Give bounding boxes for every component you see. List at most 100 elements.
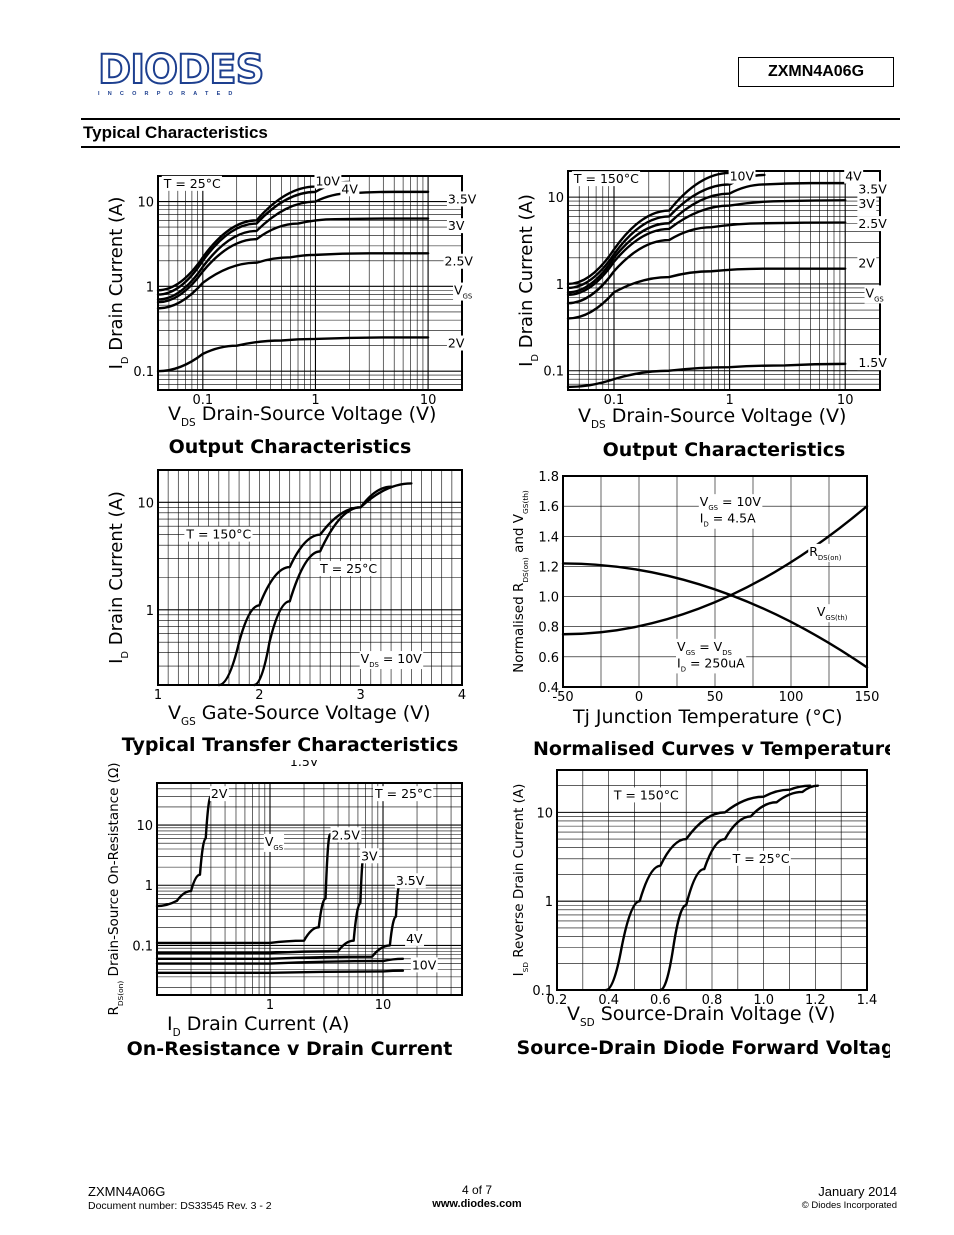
y-tick-label: 1 <box>556 278 564 293</box>
chart-title: On-Resistance v Drain Current <box>127 1038 453 1060</box>
x-tick-label: 1 <box>266 998 274 1013</box>
chart-transfer-characteristics: T = 150°C T = 25°C VDS = 10V 1 2 3 4 1 10 VGS Gat… <box>106 469 466 756</box>
section-rule <box>81 146 900 148</box>
y-tick-label: 1.2 <box>538 560 559 575</box>
y-tick-label: 1.6 <box>538 500 559 515</box>
x-axis-label: VDS Drain-Source Voltage (V) <box>168 403 436 429</box>
series-line <box>155 851 366 955</box>
series-line <box>155 957 405 965</box>
y-tick-label: 1.4 <box>538 530 559 545</box>
chart-title: Output Characteristics <box>603 439 846 461</box>
footer-page: 4 of 7 <box>461 1183 493 1197</box>
annotation-bg <box>446 335 466 351</box>
y-tick-label: 10 <box>547 191 564 206</box>
annotation-label: ID = 4.5A <box>700 511 756 529</box>
annotation-bg <box>857 195 877 211</box>
x-tick-label: 1.0 <box>753 993 774 1008</box>
x-axis-label: VSD Source-Drain Voltage (V) <box>567 1003 835 1029</box>
footer-url[interactable]: www.diodes.com <box>432 1198 522 1210</box>
chart-diode-forward-voltage: T = 150°C T = 25°C 0.2 0.4 0.6 0.8 1.0 1.2 1.4 0.… <box>511 769 890 1059</box>
annotation-bg <box>405 930 425 946</box>
annotation-label: 2V <box>211 786 228 801</box>
annotation-label: 10V <box>730 169 755 184</box>
series-line <box>156 190 430 301</box>
series-line <box>566 362 847 389</box>
plot-area: T = 150°C T = 25°C <box>556 769 868 992</box>
y-axis-label: Normalised RDS(on) and VGS(th) <box>511 490 530 673</box>
plot-frame <box>567 170 881 391</box>
series-line <box>155 795 213 908</box>
annotation-label: 2.5V <box>858 216 887 231</box>
y-tick-label: 10 <box>137 196 154 211</box>
x-tick-label: 10 <box>375 998 392 1013</box>
annotation-label: ID = 250uA <box>677 655 745 673</box>
logo-subtitle: INCORPORATED <box>98 91 241 97</box>
footer-part: ZXMN4A06G <box>88 1184 166 1199</box>
annotation-label: VDS = 10V <box>361 651 423 669</box>
x-tick-label: 10 <box>420 393 437 408</box>
y-tick-label: 1 <box>145 879 153 894</box>
x-tick-label: 100 <box>779 690 804 705</box>
annotation-bg <box>209 786 229 802</box>
annotation-label: 10V <box>412 957 437 972</box>
annotation-label: 3V <box>361 848 378 863</box>
annotation-bg <box>161 175 222 191</box>
series-line <box>561 504 869 636</box>
section-title: Typical Characteristics <box>83 123 268 142</box>
chart-title: Typical Transfer Characteristics <box>122 734 459 756</box>
y-tick-label: 0.1 <box>532 984 553 999</box>
annotation-bg <box>698 494 763 513</box>
annotation-label: 1.5V <box>290 760 319 769</box>
x-axis-label: Tj Junction Temperature (°C) <box>572 706 842 728</box>
plot-frame <box>157 469 463 686</box>
annotation-bg <box>857 181 889 197</box>
series-line <box>156 336 430 373</box>
annotation-label: 3.5V <box>858 182 887 197</box>
x-axis-label: ID Drain Current (A) <box>167 1013 349 1039</box>
annotation-label: 3V <box>448 218 465 233</box>
series-line <box>566 171 731 286</box>
annotation-bg <box>698 510 758 529</box>
y-tick-label: 0.4 <box>538 681 559 696</box>
annotation-bg <box>611 787 680 803</box>
series-line <box>253 482 413 687</box>
series-line <box>156 176 337 292</box>
series-line <box>155 969 405 975</box>
series-line <box>155 884 401 960</box>
y-tick-label: 1 <box>146 604 154 619</box>
y-tick-label: 1 <box>545 895 553 910</box>
series-line <box>156 252 430 310</box>
y-tick-label: 0.1 <box>543 365 564 380</box>
annotation-label: 3V <box>858 196 875 211</box>
annotation-bg <box>446 218 466 234</box>
x-axis-label: VDS Drain-Source Voltage (V) <box>578 405 846 431</box>
x-tick-label: 10 <box>837 393 854 408</box>
annotation-label: 2V <box>448 336 465 351</box>
x-tick-label: 1.2 <box>805 993 826 1008</box>
chart-title: Output Characteristics <box>169 436 412 458</box>
annotation-bg <box>359 651 424 670</box>
annotation-label: T = 25°C <box>319 561 377 576</box>
series-line <box>566 199 847 296</box>
x-tick-label: 0.1 <box>604 393 625 408</box>
y-tick-label: 0.1 <box>133 365 154 380</box>
annotation-bg <box>340 181 360 197</box>
x-tick-label: 0 <box>635 690 643 705</box>
plot-frame <box>556 769 868 991</box>
annotation-bg <box>330 827 362 843</box>
x-tick-label: 0.8 <box>702 993 723 1008</box>
annotation-label: 10V <box>315 173 340 188</box>
annotation-bg <box>373 786 434 802</box>
annotation-bg <box>443 253 475 269</box>
series-line <box>155 833 332 945</box>
annotation-bg <box>263 833 285 852</box>
y-tick-label: 0.1 <box>132 939 153 954</box>
annotation-bg <box>864 285 885 304</box>
